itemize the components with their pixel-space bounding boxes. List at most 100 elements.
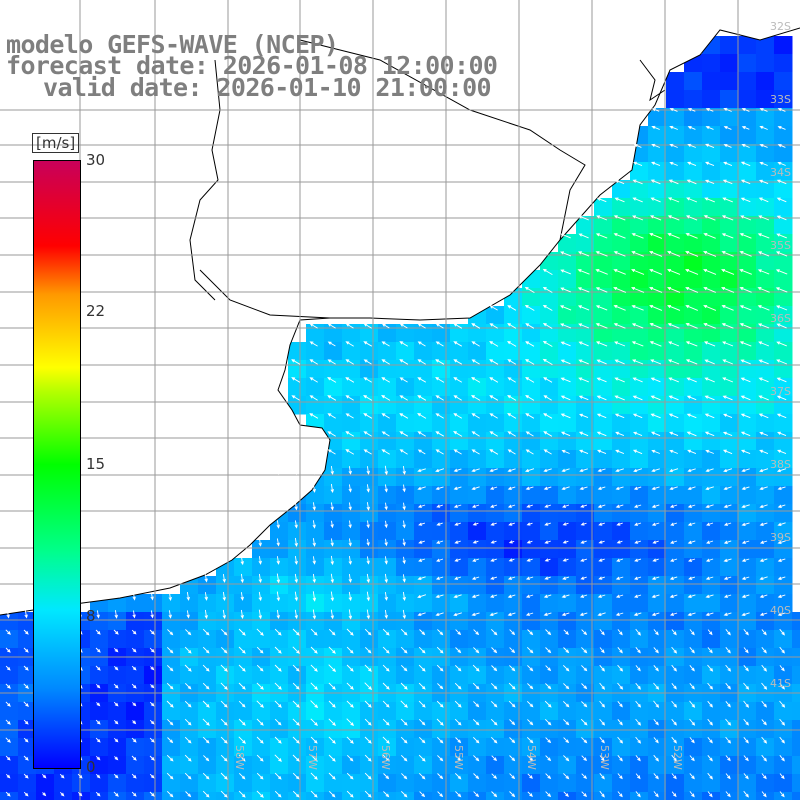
wind-arrow [739, 233, 752, 239]
wind-arrow [328, 682, 336, 690]
wind-arrow [723, 540, 732, 544]
wind-arrow [561, 486, 570, 491]
wind-arrow [328, 628, 336, 636]
wind-arrow [95, 629, 101, 635]
wind-arrow [184, 700, 192, 708]
wind-arrow [276, 520, 280, 529]
wind-arrow [563, 755, 570, 762]
wind-arrow [543, 377, 553, 383]
wind-arrow [653, 791, 659, 798]
wind-arrow [402, 502, 406, 511]
wind-arrow [453, 468, 462, 472]
wind-arrow [723, 504, 732, 508]
wind-arrow [686, 395, 697, 401]
lat-label: 38S [770, 458, 791, 471]
wind-arrow [581, 629, 588, 636]
wind-arrow [617, 773, 623, 780]
wind-arrow [417, 594, 427, 599]
wind-arrow [364, 772, 372, 780]
wind-arrow [615, 594, 624, 598]
wind-arrow [418, 682, 426, 690]
wind-arrow [545, 773, 552, 780]
wind-arrow [276, 609, 280, 619]
wind-arrow [759, 431, 768, 436]
wind-arrow [599, 700, 606, 708]
wind-arrow [650, 431, 661, 437]
wind-arrow [563, 719, 570, 726]
wind-arrow [685, 359, 698, 365]
wind-arrow [348, 538, 352, 547]
wind-arrow [418, 664, 426, 672]
wind-arrow [759, 522, 768, 526]
wind-arrow [725, 736, 732, 744]
wind-arrow [721, 251, 734, 257]
wind-arrow [597, 449, 607, 455]
wind-arrow [366, 556, 370, 565]
wind-arrow [294, 556, 298, 565]
wind-arrow [669, 468, 679, 473]
wind-arrow [384, 484, 388, 493]
wind-arrow [294, 520, 298, 529]
wind-arrow [23, 665, 29, 671]
wind-arrow [669, 486, 678, 491]
wind-arrow [545, 629, 552, 636]
wind-arrow [597, 594, 606, 598]
wind-arrow [95, 773, 101, 779]
wind-arrow [667, 286, 681, 293]
wind-arrow [381, 413, 390, 419]
wind-arrow [384, 520, 388, 529]
wind-arrow [759, 143, 768, 148]
wind-arrow [490, 628, 498, 636]
wind-arrow [525, 323, 535, 329]
wind-arrow [490, 700, 498, 708]
wind-arrow [524, 286, 535, 293]
wind-arrow [524, 304, 535, 311]
wind-arrow [653, 629, 659, 636]
wind-arrow [276, 573, 281, 584]
wind-arrow [238, 700, 246, 708]
wind-arrow [509, 773, 516, 780]
wind-arrow [635, 755, 641, 762]
wind-arrow [346, 790, 354, 798]
wind-arrow [632, 197, 643, 203]
wind-arrow [615, 486, 624, 491]
wind-arrow [309, 449, 318, 455]
wind-arrow [705, 108, 714, 112]
wind-arrow [581, 683, 588, 690]
wind-arrow [437, 755, 444, 762]
wind-arrow [615, 612, 624, 616]
wind-arrow [455, 791, 462, 798]
wind-arrow [113, 773, 119, 779]
wind-arrow [581, 701, 588, 708]
wind-arrow [490, 682, 498, 690]
wind-arrow [435, 431, 445, 437]
wind-arrow [274, 718, 282, 726]
wind-arrow [632, 395, 643, 401]
wind-arrow [274, 736, 282, 744]
wind-arrow [328, 718, 336, 726]
wind-arrow [741, 576, 750, 580]
wind-arrow [703, 304, 717, 311]
wind-arrow [579, 413, 589, 419]
wind-arrow [617, 736, 624, 744]
wind-arrow [560, 413, 571, 419]
wind-arrow [5, 755, 11, 761]
wind-arrow [507, 413, 517, 419]
wind-arrow [652, 540, 659, 544]
wind-arrow [366, 520, 370, 529]
wind-arrow [435, 486, 444, 491]
wind-arrow [596, 215, 608, 221]
wind-arrow [779, 773, 785, 780]
wind-arrow [453, 323, 463, 329]
wind-arrow [381, 395, 391, 401]
wind-arrow [132, 610, 136, 619]
wind-arrow [722, 341, 734, 347]
wind-arrow [704, 377, 715, 383]
wind-arrow [597, 504, 606, 508]
wind-arrow [346, 646, 354, 654]
wind-arrow [256, 736, 264, 744]
wind-arrow [364, 754, 372, 762]
wind-arrow [150, 684, 155, 689]
wind-arrow [490, 718, 498, 726]
wind-arrow [436, 504, 443, 508]
